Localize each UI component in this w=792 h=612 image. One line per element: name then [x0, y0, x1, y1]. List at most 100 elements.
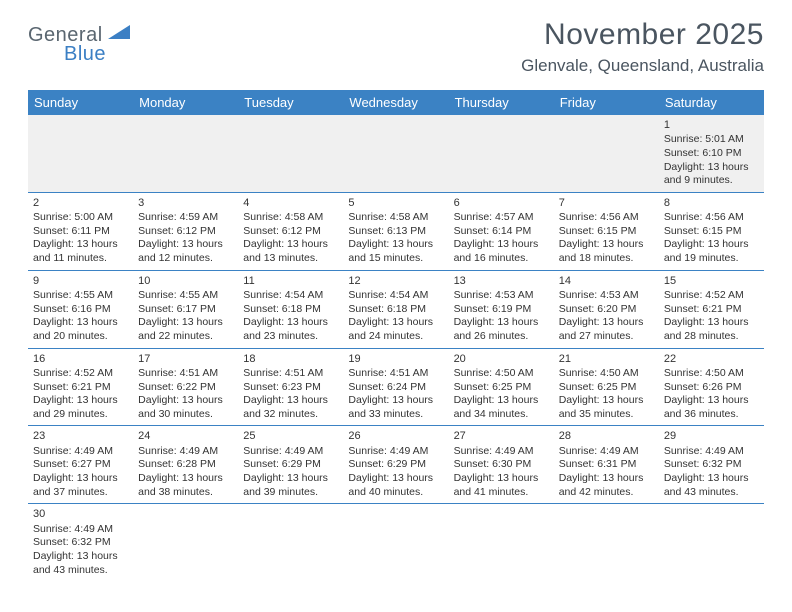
- day-cell-content: 19Sunrise: 4:51 AMSunset: 6:24 PMDayligh…: [343, 349, 448, 426]
- calendar-table: SundayMondayTuesdayWednesdayThursdayFrid…: [28, 90, 764, 581]
- day-number: 7: [559, 196, 654, 210]
- sunrise-line: Sunrise: 4:53 AM: [559, 289, 654, 303]
- weekday-header: Sunday: [28, 90, 133, 115]
- calendar-day-cell: 26Sunrise: 4:49 AMSunset: 6:29 PMDayligh…: [343, 426, 448, 504]
- sunrise-line: Sunrise: 4:51 AM: [243, 367, 338, 381]
- sunset-line: Sunset: 6:29 PM: [243, 458, 338, 472]
- calendar-empty-cell: [554, 115, 659, 192]
- daylight-line: Daylight: 13 hours and 24 minutes.: [348, 316, 443, 343]
- daylight-line: Daylight: 13 hours and 34 minutes.: [454, 394, 549, 421]
- sunset-line: Sunset: 6:21 PM: [664, 303, 759, 317]
- day-number: 13: [454, 274, 549, 288]
- sunset-line: Sunset: 6:17 PM: [138, 303, 233, 317]
- day-number: 20: [454, 352, 549, 366]
- sunrise-line: Sunrise: 4:57 AM: [454, 211, 549, 225]
- calendar-week-row: 1Sunrise: 5:01 AMSunset: 6:10 PMDaylight…: [28, 115, 764, 192]
- calendar-empty-cell: [238, 115, 343, 192]
- sunset-line: Sunset: 6:14 PM: [454, 225, 549, 239]
- day-cell-content: 26Sunrise: 4:49 AMSunset: 6:29 PMDayligh…: [343, 426, 448, 503]
- day-number: 14: [559, 274, 654, 288]
- sunrise-line: Sunrise: 4:49 AM: [559, 445, 654, 459]
- day-cell-content: 2Sunrise: 5:00 AMSunset: 6:11 PMDaylight…: [28, 193, 133, 270]
- weekday-header: Tuesday: [238, 90, 343, 115]
- day-number: 23: [33, 429, 128, 443]
- daylight-line: Daylight: 13 hours and 16 minutes.: [454, 238, 549, 265]
- day-cell-content: 11Sunrise: 4:54 AMSunset: 6:18 PMDayligh…: [238, 271, 343, 348]
- calendar-body: 1Sunrise: 5:01 AMSunset: 6:10 PMDaylight…: [28, 115, 764, 581]
- daylight-line: Daylight: 13 hours and 43 minutes.: [664, 472, 759, 499]
- day-cell-content: 30Sunrise: 4:49 AMSunset: 6:32 PMDayligh…: [28, 504, 133, 581]
- sunset-line: Sunset: 6:31 PM: [559, 458, 654, 472]
- calendar-day-cell: 27 Sunrise: 4:49 AMSunset: 6:30 PMDayligh…: [449, 426, 554, 504]
- day-number: 25: [243, 429, 338, 443]
- sunrise-line: Sunrise: 4:54 AM: [348, 289, 443, 303]
- daylight-line: Daylight: 13 hours and 15 minutes.: [348, 238, 443, 265]
- day-number: 22: [664, 352, 759, 366]
- sunrise-line: Sunrise: 4:56 AM: [664, 211, 759, 225]
- calendar-day-cell: 12Sunrise: 4:54 AMSunset: 6:18 PMDayligh…: [343, 270, 448, 348]
- header: General November 2025 Glenvale, Queensla…: [28, 18, 764, 76]
- day-cell-content: 6Sunrise: 4:57 AMSunset: 6:14 PMDaylight…: [449, 193, 554, 270]
- sunset-line: Sunset: 6:21 PM: [33, 381, 128, 395]
- sunrise-line: Sunrise: 4:52 AM: [33, 367, 128, 381]
- calendar-day-cell: 3Sunrise: 4:59 AMSunset: 6:12 PMDaylight…: [133, 192, 238, 270]
- sunset-line: Sunset: 6:30 PM: [454, 458, 549, 472]
- daylight-line: Daylight: 13 hours and 40 minutes.: [348, 472, 443, 499]
- day-cell-content: 21Sunrise: 4:50 AMSunset: 6:25 PMDayligh…: [554, 349, 659, 426]
- sunset-line: Sunset: 6:11 PM: [33, 225, 128, 239]
- daylight-line: Daylight: 13 hours and 28 minutes.: [664, 316, 759, 343]
- daylight-line: Daylight: 13 hours and 20 minutes.: [33, 316, 128, 343]
- sunrise-line: Sunrise: 4:49 AM: [348, 445, 443, 459]
- day-cell-content: 15Sunrise: 4:52 AMSunset: 6:21 PMDayligh…: [659, 271, 764, 348]
- sunset-line: Sunset: 6:25 PM: [454, 381, 549, 395]
- sunset-line: Sunset: 6:32 PM: [33, 536, 128, 550]
- sunrise-line: Sunrise: 4:50 AM: [664, 367, 759, 381]
- day-cell-content: 23Sunrise: 4:49 AMSunset: 6:27 PMDayligh…: [28, 426, 133, 503]
- daylight-line: Daylight: 13 hours and 42 minutes.: [559, 472, 654, 499]
- weekday-header: Friday: [554, 90, 659, 115]
- daylight-line: Daylight: 13 hours and 26 minutes.: [454, 316, 549, 343]
- daylight-line: Daylight: 13 hours and 35 minutes.: [559, 394, 654, 421]
- calendar-day-cell: 29Sunrise: 4:49 AMSunset: 6:32 PMDayligh…: [659, 426, 764, 504]
- day-number: 19: [348, 352, 443, 366]
- daylight-line: Daylight: 13 hours and 19 minutes.: [664, 238, 759, 265]
- sunrise-line: Sunrise: 5:01 AM: [664, 133, 759, 147]
- sunrise-line: Sunrise: 4:49 AM: [243, 445, 338, 459]
- daylight-line: Daylight: 13 hours and 38 minutes.: [138, 472, 233, 499]
- sunset-line: Sunset: 6:19 PM: [454, 303, 549, 317]
- sunrise-line: Sunrise: 4:51 AM: [348, 367, 443, 381]
- daylight-line: Daylight: 13 hours and 33 minutes.: [348, 394, 443, 421]
- daylight-line: Daylight: 13 hours and 22 minutes.: [138, 316, 233, 343]
- calendar-day-cell: 18Sunrise: 4:51 AMSunset: 6:23 PMDayligh…: [238, 348, 343, 426]
- sunset-line: Sunset: 6:24 PM: [348, 381, 443, 395]
- day-number: 17: [138, 352, 233, 366]
- calendar-day-cell: 14Sunrise: 4:53 AMSunset: 6:20 PMDayligh…: [554, 270, 659, 348]
- day-cell-content: 29Sunrise: 4:49 AMSunset: 6:32 PMDayligh…: [659, 426, 764, 503]
- sunset-line: Sunset: 6:15 PM: [559, 225, 654, 239]
- day-number: 8: [664, 196, 759, 210]
- calendar-day-cell: 5Sunrise: 4:58 AMSunset: 6:13 PMDaylight…: [343, 192, 448, 270]
- calendar-day-cell: 16Sunrise: 4:52 AMSunset: 6:21 PMDayligh…: [28, 348, 133, 426]
- sunrise-line: Sunrise: 4:56 AM: [559, 211, 654, 225]
- calendar-day-cell: 20Sunrise: 4:50 AMSunset: 6:25 PMDayligh…: [449, 348, 554, 426]
- daylight-line: Daylight: 13 hours and 23 minutes.: [243, 316, 338, 343]
- sunrise-line: Sunrise: 4:49 AM: [454, 445, 549, 459]
- day-number: 2: [33, 196, 128, 210]
- sunset-line: Sunset: 6:15 PM: [664, 225, 759, 239]
- sunset-line: Sunset: 6:25 PM: [559, 381, 654, 395]
- day-number: 12: [348, 274, 443, 288]
- title-block: November 2025 Glenvale, Queensland, Aust…: [521, 18, 764, 76]
- calendar-day-cell: 2Sunrise: 5:00 AMSunset: 6:11 PMDaylight…: [28, 192, 133, 270]
- sunset-line: Sunset: 6:29 PM: [348, 458, 443, 472]
- day-cell-content: 5Sunrise: 4:58 AMSunset: 6:13 PMDaylight…: [343, 193, 448, 270]
- calendar-day-cell: 7Sunrise: 4:56 AMSunset: 6:15 PMDaylight…: [554, 192, 659, 270]
- day-number: 24: [138, 429, 233, 443]
- daylight-line: Daylight: 13 hours and 43 minutes.: [33, 550, 128, 577]
- daylight-line: Daylight: 13 hours and 29 minutes.: [33, 394, 128, 421]
- day-number: 27: [454, 429, 549, 443]
- calendar-empty-cell: [343, 504, 448, 581]
- sunrise-line: Sunrise: 4:49 AM: [138, 445, 233, 459]
- daylight-line: Daylight: 13 hours and 41 minutes.: [454, 472, 549, 499]
- day-cell-content: 1Sunrise: 5:01 AMSunset: 6:10 PMDaylight…: [659, 115, 764, 192]
- day-cell-content: 13Sunrise: 4:53 AMSunset: 6:19 PMDayligh…: [449, 271, 554, 348]
